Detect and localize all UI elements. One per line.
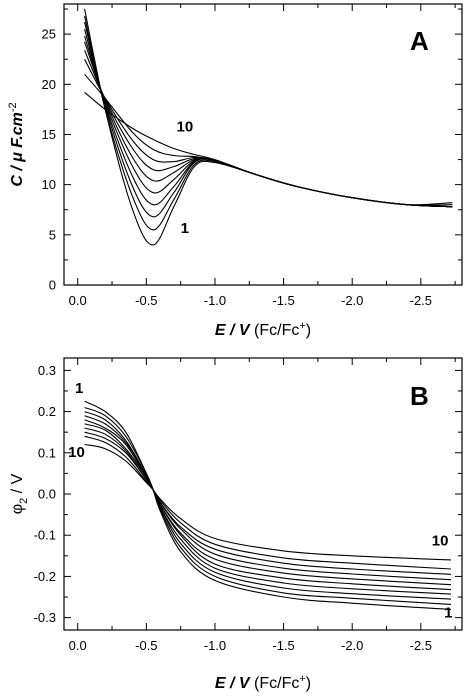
panel-b-series-line-4 [84,415,452,595]
panel-b-ytick-label: 0.0 [38,487,56,502]
panel-a-series-line-10 [84,91,453,208]
panel-a-xtick-label: -1.0 [204,293,226,308]
panel-b-series-line-8 [84,431,452,575]
panel-a-ytick-label: 25 [42,27,56,42]
panel-a-curve-label: 1 [181,220,189,237]
panel-b-ytick-label: 0.2 [38,404,56,419]
panel-b-curve-label: 1 [75,380,83,397]
panel-a-series-line-6 [84,41,453,208]
panel-a-curve-label: 10 [177,118,194,135]
panel-a-xtick-label: -2.5 [410,293,432,308]
panel-a-ytick-label: 0 [49,278,56,293]
panel-a-plot-frame [63,3,463,286]
panel-a-series-line-5 [84,35,453,208]
panel-a-ytick-label: 5 [49,227,56,242]
panel-a-xtick-label: 0.0 [69,293,87,308]
panel-b-ylabel-main: φ [9,504,26,514]
panel-b-curve-label: 1 [444,605,452,622]
panel-b-series-line-5 [84,419,452,591]
panel-b-ytick-label: -0.2 [34,569,56,584]
panel-a-xtick-label: -2.0 [341,293,363,308]
panel-a-letter: A [410,26,429,56]
panel-a-series-line-3 [84,21,453,218]
panel-b-curves [84,400,452,610]
panel-a-xlabel-main: E / V [215,322,251,339]
panel-b-ytick-label: 0.3 [38,363,56,378]
panel-b-xlabel-sup: + [299,673,305,685]
panel-a-xlabel-sup: + [299,320,305,332]
panel-a-ytick-label: 10 [42,177,56,192]
panel-a-series-line-2 [84,15,453,231]
panel-b-xtick-label: -0.5 [135,638,157,653]
panel-a-x-axis-label: E / V (Fc/Fc+) [215,320,311,339]
panel-b-ylabel-rest: / V [9,473,26,497]
panel-b-chart: 0.0 -0.5 -1.0 -1.5 -2.0 -2.5 0.3 0.2 0.1 0.0 -0.1 -… [9,357,463,692]
panel-a-curves [84,8,453,246]
panel-b-letter: B [410,381,429,411]
panel-b-series-line-2 [84,406,452,605]
panel-a-series-line-1 [84,8,453,246]
panel-b-xtick-label: 0.0 [69,638,87,653]
panel-a-xlabel-unit: (Fc/Fc [254,322,299,339]
panel-b-y-axis-label: φ2 / V [9,473,30,514]
panel-a-xlabel-close: ) [306,322,311,339]
panel-b-curve-label: 10 [432,533,449,550]
panel-a-annotations: 10 1 [177,118,194,236]
panel-b-xtick-label: -1.0 [204,638,226,653]
panel-b-series-line-10 [84,443,452,561]
panel-a-series-line-9 [84,73,453,208]
panel-b-xtick-label: -2.5 [410,638,432,653]
panel-b-series-line-6 [84,423,452,586]
panel-b-ylabel-sub: 2 [18,498,30,504]
panel-b-plot-frame [63,357,463,631]
panel-b-annotations: 1 10 10 1 [68,380,452,622]
panel-b-x-axis-label: E / V (Fc/Fc+) [215,673,311,692]
panel-a-ytick-label: 20 [42,77,56,92]
panel-a-y-axis-label: C / μ F.cm-2 [7,102,26,186]
panel-b-series-line-1 [84,400,452,610]
panel-b-xtick-label: -1.5 [272,638,294,653]
panel-a-ticks: 0.0 -0.5 -1.0 -1.5 -2.0 -2.5 0 5 10 15 20 25 [42,4,462,308]
panel-b-series-line-9 [84,435,452,570]
panel-b-curve-label: 10 [68,444,85,461]
panel-b-xlabel-main: E / V [215,675,251,692]
panel-b-ticks: 0.0 -0.5 -1.0 -1.5 -2.0 -2.5 0.3 0.2 0.1 0.0 -0.1 -… [34,358,462,653]
panel-a-xtick-label: -1.5 [272,293,294,308]
panel-b-xtick-label: -2.0 [341,638,363,653]
panel-b-ytick-label: -0.3 [34,610,56,625]
panel-a-series-line-7 [84,49,453,208]
panel-a-ylabel-sup: -2 [7,102,19,112]
panel-b-xlabel-unit: (Fc/Fc [254,675,299,692]
panel-b-xlabel-close: ) [306,675,311,692]
panel-a-xtick-label: -0.5 [135,293,157,308]
panel-b-series-line-7 [84,427,452,581]
panel-a-ytick-label: 15 [42,127,56,142]
panel-b-ytick-label: -0.1 [34,528,56,543]
panel-a-ylabel-main: C / μ F.cm [9,112,26,187]
panel-b-ytick-label: 0.1 [38,445,56,460]
